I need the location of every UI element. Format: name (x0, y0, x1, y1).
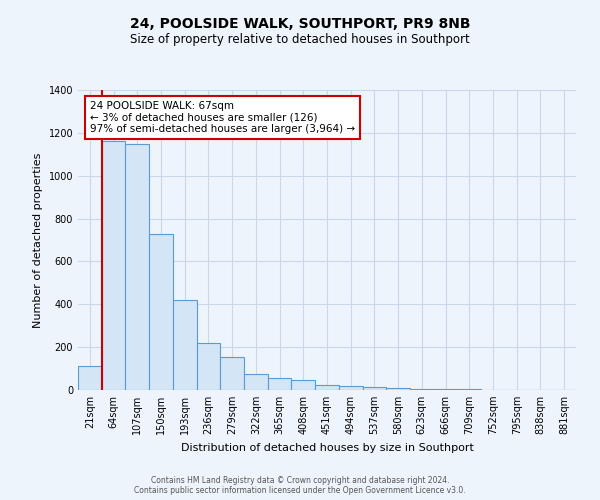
Text: Size of property relative to detached houses in Southport: Size of property relative to detached ho… (130, 32, 470, 46)
Bar (339, 386, 362, 390)
Bar (410, 389, 434, 390)
Text: Contains HM Land Registry data © Crown copyright and database right 2024.
Contai: Contains HM Land Registry data © Crown c… (134, 476, 466, 495)
Y-axis label: Number of detached properties: Number of detached properties (33, 152, 43, 328)
Bar (102, 142, 125, 390)
Bar (149, 234, 173, 390)
Bar (78, 366, 102, 390)
Bar (244, 374, 268, 390)
Bar (173, 300, 197, 390)
Bar (268, 378, 292, 390)
Bar (386, 388, 410, 390)
X-axis label: Distribution of detached houses by size in Southport: Distribution of detached houses by size … (181, 442, 473, 452)
Text: 24, POOLSIDE WALK, SOUTHPORT, PR9 8NB: 24, POOLSIDE WALK, SOUTHPORT, PR9 8NB (130, 18, 470, 32)
Bar (197, 343, 220, 390)
Bar (292, 380, 315, 390)
Bar (125, 144, 149, 390)
Bar (362, 387, 386, 390)
Text: 24 POOLSIDE WALK: 67sqm
← 3% of detached houses are smaller (126)
97% of semi-de: 24 POOLSIDE WALK: 67sqm ← 3% of detached… (90, 100, 355, 134)
Bar (434, 389, 457, 390)
Bar (220, 357, 244, 390)
Bar (315, 384, 339, 390)
